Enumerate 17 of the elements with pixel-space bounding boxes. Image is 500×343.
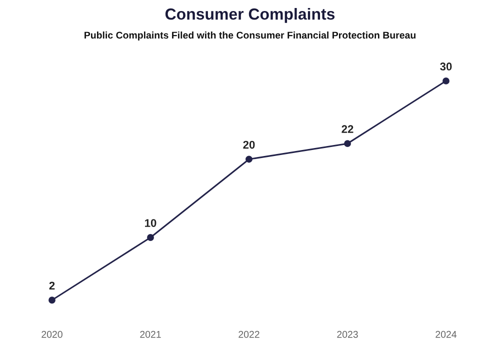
x-tick-label: 2024 xyxy=(436,330,457,338)
point xyxy=(48,296,56,304)
point xyxy=(442,77,450,84)
data-label: 2 xyxy=(49,282,55,290)
x-tick-label: 2022 xyxy=(238,330,260,338)
point xyxy=(344,140,351,148)
chart-subtitle: Public Complaints Filed with the Consumer Financial Protection Bureau xyxy=(84,31,416,41)
point xyxy=(147,234,154,241)
chart-title: Consumer Complaints xyxy=(165,8,335,23)
data-label: 22 xyxy=(342,125,354,133)
data-label: 20 xyxy=(243,140,255,149)
point xyxy=(246,156,252,163)
x-tick-label: 2020 xyxy=(42,330,62,338)
data-label: 30 xyxy=(440,62,452,70)
x-tick-label: 2021 xyxy=(140,330,161,338)
x-tick-label: 2023 xyxy=(337,330,358,338)
data-label: 10 xyxy=(145,219,156,227)
